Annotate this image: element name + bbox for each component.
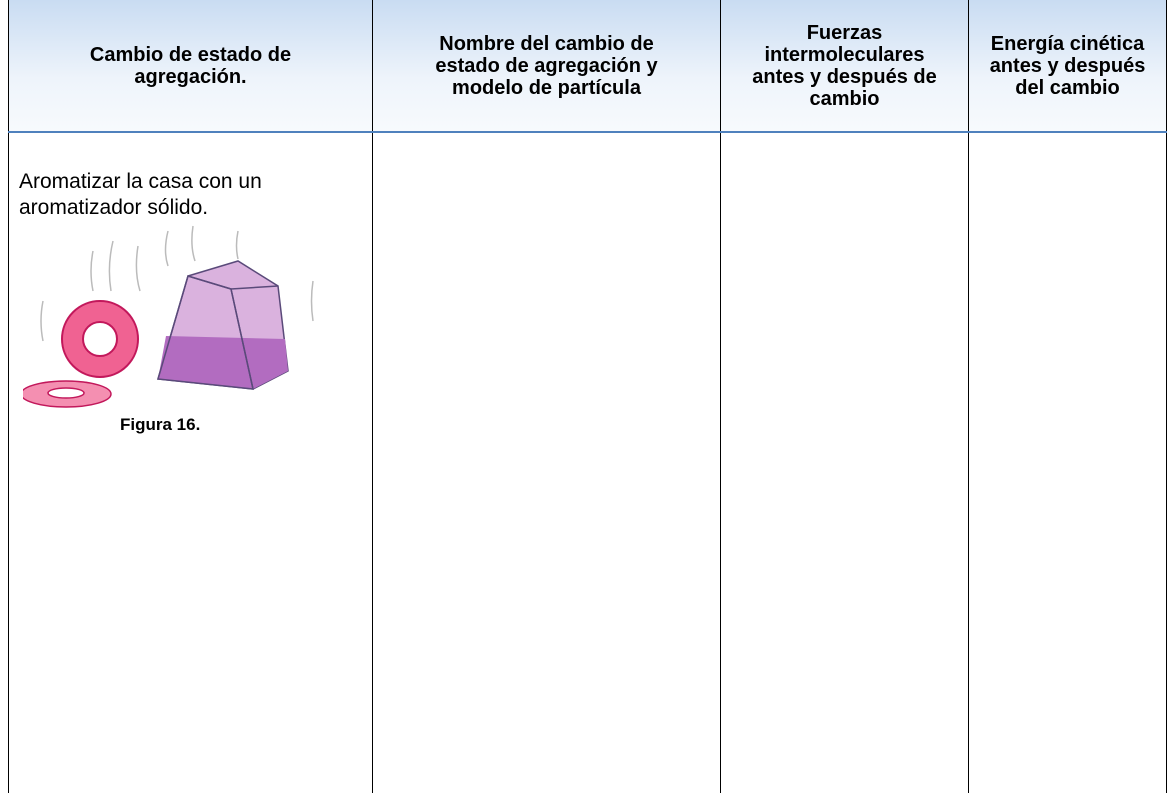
figure-caption: Figura 16. xyxy=(120,415,201,434)
body-cell xyxy=(968,132,1167,793)
table: Cambio de estado de agregación. Nombre d… xyxy=(8,0,1167,793)
header-row: Cambio de estado de agregación. Nombre d… xyxy=(8,0,1167,133)
header-cell: Cambio de estado de agregación. xyxy=(8,0,373,133)
header-cell: Energía cinética antes y después del cam… xyxy=(968,0,1167,133)
header-cell: Fuerzas intermoleculares antes y después… xyxy=(720,0,969,133)
body-cell xyxy=(372,132,721,793)
body-cell xyxy=(720,132,969,793)
body-row: Aromatizar la casa con un aromatizador s… xyxy=(8,132,1167,793)
header-cell: Nombre del cambio de estado de agregació… xyxy=(372,0,721,133)
description: Aromatizar la casa con un aromatizador s… xyxy=(19,170,262,219)
figure-illustration xyxy=(23,225,314,408)
body-cell: Aromatizar la casa con un aromatizador s… xyxy=(8,132,373,793)
